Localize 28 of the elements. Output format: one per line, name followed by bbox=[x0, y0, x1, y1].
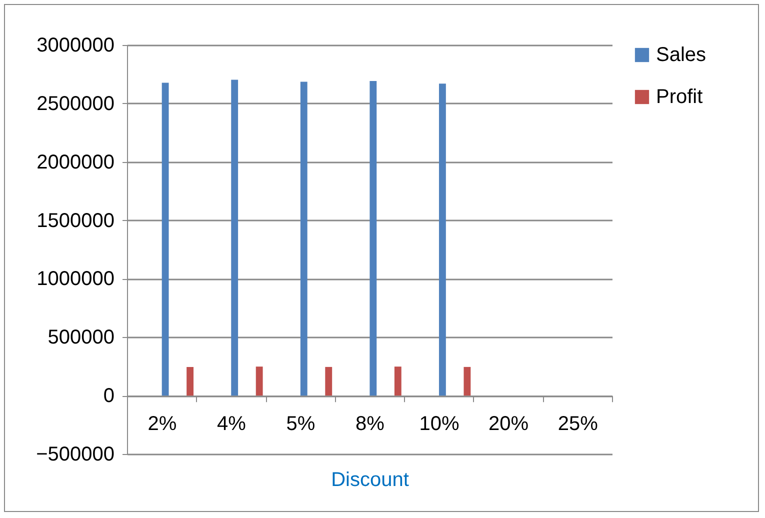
bar bbox=[464, 366, 471, 396]
x-tick-label: 8% bbox=[356, 413, 385, 436]
bar bbox=[162, 82, 169, 396]
y-tick-label: 500000 bbox=[48, 326, 114, 349]
bar bbox=[300, 82, 308, 396]
y-tick-label: 3000000 bbox=[36, 34, 114, 56]
y-tick-label: 2500000 bbox=[36, 92, 114, 115]
bar bbox=[231, 80, 238, 396]
x-axis-title: Discount bbox=[331, 469, 410, 492]
x-tick-label: 2% bbox=[148, 413, 177, 436]
x-tick-label: 20% bbox=[488, 413, 529, 436]
legend-label: Sales bbox=[656, 44, 706, 66]
y-tick-label: 2000000 bbox=[36, 151, 114, 174]
x-tick-label: 4% bbox=[216, 413, 246, 436]
x-tick-label: 10% bbox=[419, 413, 460, 436]
bar bbox=[438, 84, 446, 396]
bar bbox=[186, 366, 194, 396]
y-tick-label: 1500000 bbox=[36, 210, 114, 232]
x-tick-label: 25% bbox=[558, 413, 598, 436]
y-tick-label: −500000 bbox=[36, 444, 114, 466]
bar bbox=[256, 366, 263, 396]
bar bbox=[370, 80, 377, 396]
legend-label: Profit bbox=[656, 86, 704, 108]
x-tick-label: 5% bbox=[286, 413, 316, 436]
bar bbox=[325, 366, 332, 396]
y-tick-label: 1000000 bbox=[36, 268, 114, 290]
y-tick-label: 0 bbox=[103, 385, 114, 408]
bar bbox=[394, 366, 402, 396]
